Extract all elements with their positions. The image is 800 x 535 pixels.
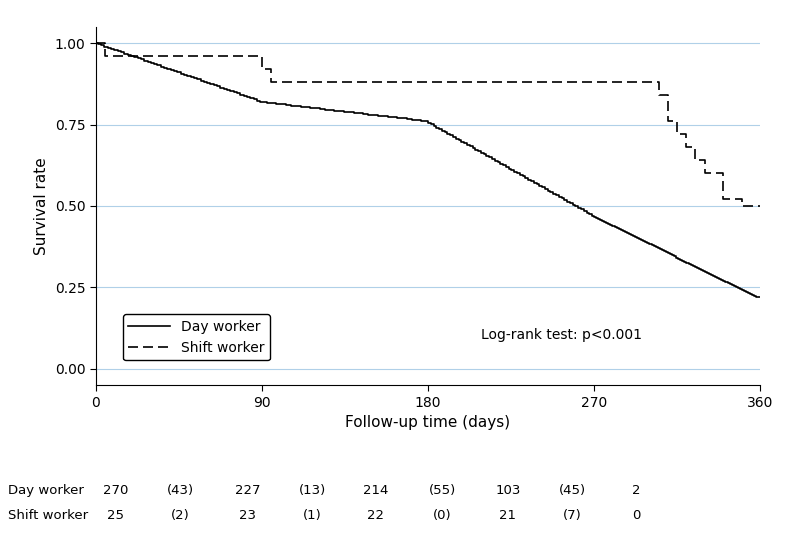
- Shift worker: [737, 203, 746, 209]
- Text: 21: 21: [499, 509, 517, 522]
- X-axis label: Follow-up time (days): Follow-up time (days): [346, 415, 510, 430]
- Shift worker: [128, 53, 138, 59]
- Shift worker: [258, 53, 267, 59]
- Y-axis label: Survival rate: Survival rate: [34, 157, 50, 255]
- Shift worker: [672, 118, 682, 125]
- Text: 214: 214: [363, 484, 389, 497]
- Text: (13): (13): [298, 484, 326, 497]
- Shift worker: [266, 66, 276, 72]
- Shift worker: [700, 157, 710, 164]
- Shift worker: [110, 53, 119, 59]
- Shift worker: [101, 53, 110, 59]
- Day worker: [751, 294, 761, 301]
- Line: Day worker: Day worker: [96, 43, 760, 297]
- Text: 270: 270: [103, 484, 129, 497]
- Text: 2: 2: [632, 484, 640, 497]
- Shift worker: [755, 203, 765, 209]
- Text: 103: 103: [495, 484, 521, 497]
- Shift worker: [663, 92, 673, 98]
- Text: Shift worker: Shift worker: [8, 509, 88, 522]
- Text: Day worker: Day worker: [8, 484, 84, 497]
- Text: (55): (55): [429, 484, 456, 497]
- Shift worker: [645, 79, 654, 86]
- Shift worker: [700, 170, 710, 177]
- Shift worker: [690, 144, 700, 150]
- Shift worker: [654, 79, 663, 86]
- Shift worker: [313, 79, 322, 86]
- Text: (1): (1): [302, 509, 322, 522]
- Text: 0: 0: [632, 509, 640, 522]
- Legend: Day worker, Shift worker: Day worker, Shift worker: [123, 314, 270, 361]
- Shift worker: [718, 170, 728, 177]
- Day worker: [504, 165, 514, 172]
- Shift worker: [101, 40, 110, 46]
- Text: 22: 22: [367, 509, 385, 522]
- Shift worker: [266, 79, 276, 86]
- Text: (7): (7): [562, 509, 582, 522]
- Text: 23: 23: [239, 509, 257, 522]
- Text: 227: 227: [235, 484, 261, 497]
- Day worker: [448, 134, 458, 140]
- Shift worker: [682, 131, 691, 137]
- Text: (43): (43): [166, 484, 194, 497]
- Text: (2): (2): [170, 509, 190, 522]
- Text: 25: 25: [107, 509, 125, 522]
- Shift worker: [682, 144, 691, 150]
- Day worker: [651, 244, 661, 250]
- Shift worker: [110, 53, 119, 59]
- Shift worker: [690, 157, 700, 164]
- Day worker: [159, 65, 169, 71]
- Day worker: [470, 147, 480, 153]
- Shift worker: [718, 196, 728, 203]
- Day worker: [755, 294, 765, 301]
- Day worker: [718, 278, 728, 284]
- Shift worker: [737, 196, 746, 203]
- Shift worker: [91, 40, 101, 46]
- Text: (0): (0): [433, 509, 452, 522]
- Shift worker: [258, 66, 267, 72]
- Shift worker: [672, 131, 682, 137]
- Day worker: [91, 40, 101, 46]
- Shift worker: [654, 92, 663, 98]
- Shift worker: [128, 53, 138, 59]
- Text: Log-rank test: p<0.001: Log-rank test: p<0.001: [481, 328, 642, 342]
- Shift worker: [663, 118, 673, 125]
- Shift worker: [645, 79, 654, 86]
- Line: Shift worker: Shift worker: [96, 43, 760, 206]
- Shift worker: [146, 53, 156, 59]
- Text: (45): (45): [558, 484, 586, 497]
